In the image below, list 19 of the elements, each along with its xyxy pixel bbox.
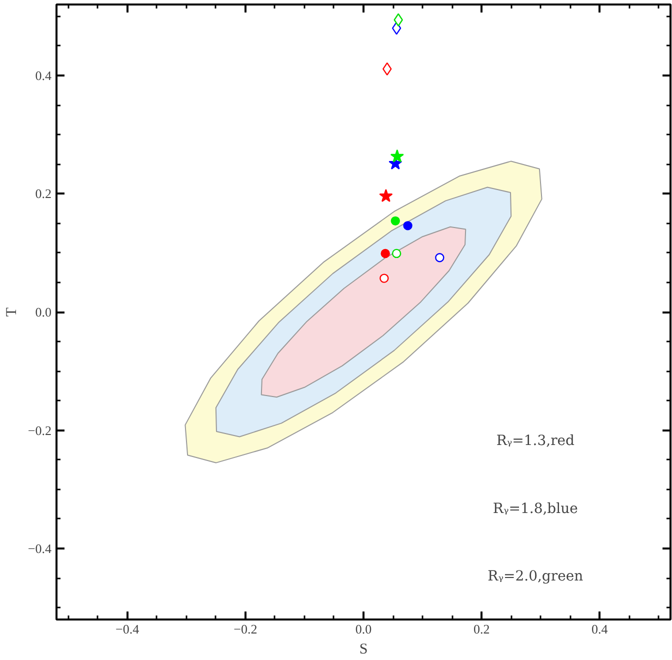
y-tick-label: 0.4 xyxy=(35,68,52,83)
x-tick-label: 0.4 xyxy=(592,622,608,636)
x-tick-label: −0.4 xyxy=(116,622,140,636)
y-tick-label: 0.0 xyxy=(35,304,52,320)
annotation: Rᵧ=2.0,green xyxy=(488,568,584,584)
y-axis-title: T xyxy=(4,307,20,317)
x-tick-label: 0.0 xyxy=(355,622,372,636)
x-tick-label: 0.2 xyxy=(473,622,490,636)
x-tick-label: −0.2 xyxy=(234,622,258,636)
y-tick-label: −0.2 xyxy=(28,422,52,438)
point xyxy=(380,274,389,283)
annotation: Rᵧ=1.8,blue xyxy=(492,500,578,517)
y-tick-label: −0.4 xyxy=(28,541,52,556)
point xyxy=(392,248,402,258)
annotation: Rᵧ=1.3,red xyxy=(496,433,575,450)
x-axis-title: S xyxy=(359,642,368,658)
y-tick-label: 0.2 xyxy=(35,186,52,202)
point xyxy=(394,13,403,26)
point xyxy=(435,253,444,262)
